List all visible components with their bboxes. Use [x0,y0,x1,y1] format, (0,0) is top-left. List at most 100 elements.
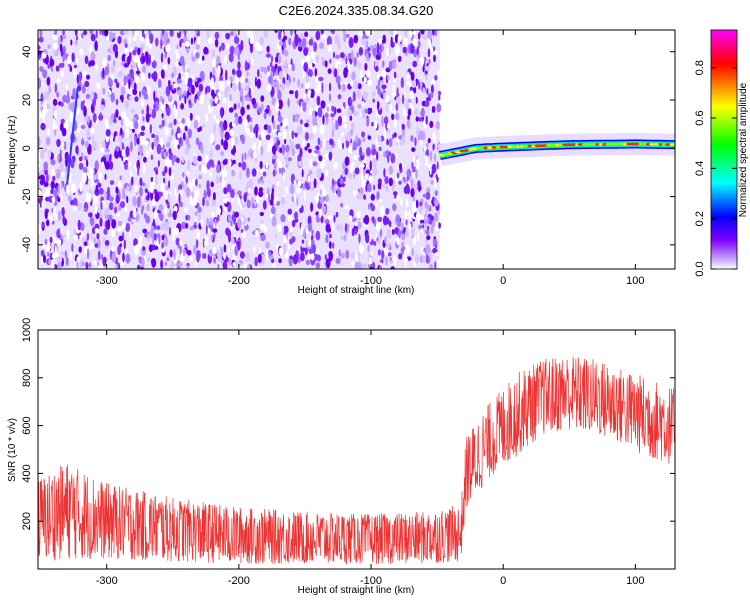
noise-blob [381,84,387,90]
noise-blob [187,77,193,85]
noise-blob [417,231,420,242]
noise-blob [42,243,46,248]
noise-blob [184,147,190,155]
noise-blob [387,252,392,257]
noise-blob [404,102,410,111]
noise-blob [71,243,74,252]
noise-blob [135,76,140,84]
noise-blob [178,136,182,145]
noise-blob [213,232,216,239]
noise-blob [117,245,121,255]
noise-blob [105,129,111,137]
noise-blob [257,178,261,184]
y-tick-label: -40 [21,237,33,253]
noise-blob [305,259,310,266]
noise-blob [424,100,430,107]
noise-blob [181,156,185,164]
noise-blob [342,142,344,150]
noise-blob [149,123,153,134]
noise-blob [66,153,70,163]
noise-blob [70,158,75,169]
noise-blob [139,134,145,145]
noise-blob [287,215,292,222]
noise-blob [241,96,244,108]
noise-blob [239,87,244,99]
noise-blob [381,70,387,78]
noise-blob [392,133,394,140]
noise-blob [400,222,404,229]
noise-blob [388,60,393,71]
noise-blob [260,130,266,140]
noise-blob [210,181,214,188]
noise-blob [66,184,70,196]
noise-blob [401,229,405,235]
noise-blob [276,124,281,131]
noise-blob [320,184,323,189]
noise-blob [304,132,309,141]
noise-blob [372,98,376,103]
noise-blob [370,204,376,212]
noise-blob [267,65,271,73]
noise-blob [299,147,303,158]
noise-blob [40,122,46,131]
noise-blob [243,263,248,269]
noise-blob [372,166,378,177]
noise-blob [328,251,333,262]
noise-blob [189,112,193,121]
noise-blob [193,245,197,255]
track-hotspot [569,143,577,146]
y-tick-label: 400 [21,464,33,482]
noise-blob [368,52,371,58]
noise-blob [103,30,109,37]
noise-blob [162,31,169,41]
noise-blob [295,113,301,119]
noise-blob [179,123,184,129]
noise-blob [434,261,437,269]
noise-blob [115,212,121,217]
noise-blob [147,191,150,201]
noise-blob [353,56,357,67]
noise-blob [258,190,264,198]
noise-blob [226,183,232,193]
noise-blob [234,152,237,158]
noise-blob [259,223,265,230]
noise-blob [44,238,48,245]
noise-blob [278,53,281,65]
noise-blob [215,119,219,124]
noise-blob [88,193,92,203]
noise-blob [300,83,304,89]
noise-blob [181,75,184,82]
noise-blob [41,81,44,87]
noise-blob [259,74,263,79]
noise-blob [142,228,147,234]
noise-blob [248,87,251,98]
noise-blob [259,160,263,170]
noise-blob [379,205,385,216]
noise-blob [54,30,58,35]
noise-blob [99,104,105,111]
noise-blob [223,187,228,195]
noise-blob [117,181,122,190]
noise-blob [434,199,439,207]
noise-blob [283,49,289,57]
noise-blob [386,228,392,239]
noise-blob [239,170,242,180]
noise-blob [167,57,171,65]
noise-blob [247,264,251,269]
noise-blob [168,147,172,155]
noise-blob [260,66,265,72]
noise-blob [119,243,122,248]
noise-blob [214,96,218,104]
noise-blob [225,227,230,236]
noise-blob [138,235,143,245]
noise-blob [185,187,191,198]
noise-blob [336,108,342,113]
noise-blob [198,184,201,188]
noise-blob [220,108,224,119]
noise-blob [350,81,354,87]
noise-blob [284,59,288,70]
noise-blob [94,243,99,248]
noise-blob [229,237,235,244]
noise-blob [337,115,343,126]
noise-blob [48,84,51,94]
